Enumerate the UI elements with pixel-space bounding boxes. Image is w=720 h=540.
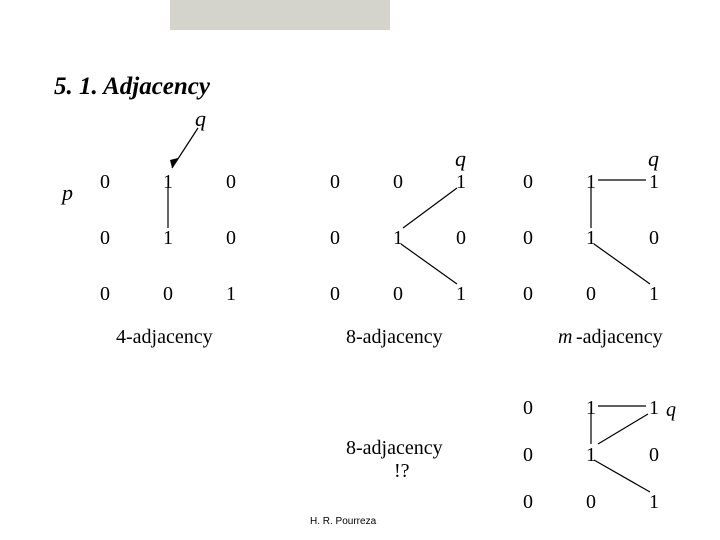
grid-c-2-0: 0 [523,284,533,304]
label-q-b: q [455,148,466,170]
grid-a-1-0: 0 [100,228,110,248]
grid-b-2-0: 0 [330,284,340,304]
grid-d-0-1: 1 [586,398,596,418]
grid-a-0-0: 0 [100,172,110,192]
grid-a-1-1: 1 [163,228,173,248]
grid-c-0-0: 0 [523,172,533,192]
grid-b-1-2: 0 [456,228,466,248]
grid-a-0-2: 0 [226,172,236,192]
slide-top-bar [170,0,390,30]
grid-a-2-0: 0 [100,284,110,304]
grid-a-2-2: 1 [226,284,236,304]
grid-c-1-0: 0 [523,228,533,248]
grid-d-1-0: 0 [523,445,533,465]
caption-madj: -adjacency [576,327,663,347]
label-q-d: q [666,400,676,420]
grid-c-0-2: 1 [649,172,659,192]
grid-b-0-2: 1 [456,172,466,192]
caption-8adj-qmark: !? [394,461,410,481]
grid-d-0-0: 0 [523,398,533,418]
footer-author: H. R. Pourreza [310,516,376,527]
grid-c-2-2: 1 [649,284,659,304]
grid-b-1-1: 1 [393,228,403,248]
grid-c-1-2: 0 [649,228,659,248]
grid-d-1-2: 0 [649,445,659,465]
grid-a-2-1: 0 [163,284,173,304]
slide-title: 5. 1. Adjacency [54,73,210,101]
grid-c-1-1: 1 [586,228,596,248]
label-q-a: q [195,108,206,130]
grid-d-2-1: 0 [586,492,596,512]
caption-4adj: 4-adjacency [116,327,213,347]
grid-a-0-1: 1 [163,172,173,192]
grid-b-1-0: 0 [330,228,340,248]
grid-b-2-1: 0 [393,284,403,304]
grid-d-0-2: 1 [649,398,659,418]
grid-c-0-1: 1 [586,172,596,192]
grid-d-1-1: 1 [586,445,596,465]
caption-m: m [558,327,572,347]
grid-b-0-0: 0 [330,172,340,192]
label-p-a: p [62,182,73,204]
grid-c-2-1: 0 [586,284,596,304]
grid-d-2-2: 1 [649,492,659,512]
caption-8adj: 8-adjacency [346,327,443,347]
grid-a-1-2: 0 [226,228,236,248]
caption-8adj-q: 8-adjacency [346,438,443,458]
grid-b-2-2: 1 [456,284,466,304]
grid-b-0-1: 0 [393,172,403,192]
grid-d-2-0: 0 [523,492,533,512]
label-q-c: q [648,148,659,170]
